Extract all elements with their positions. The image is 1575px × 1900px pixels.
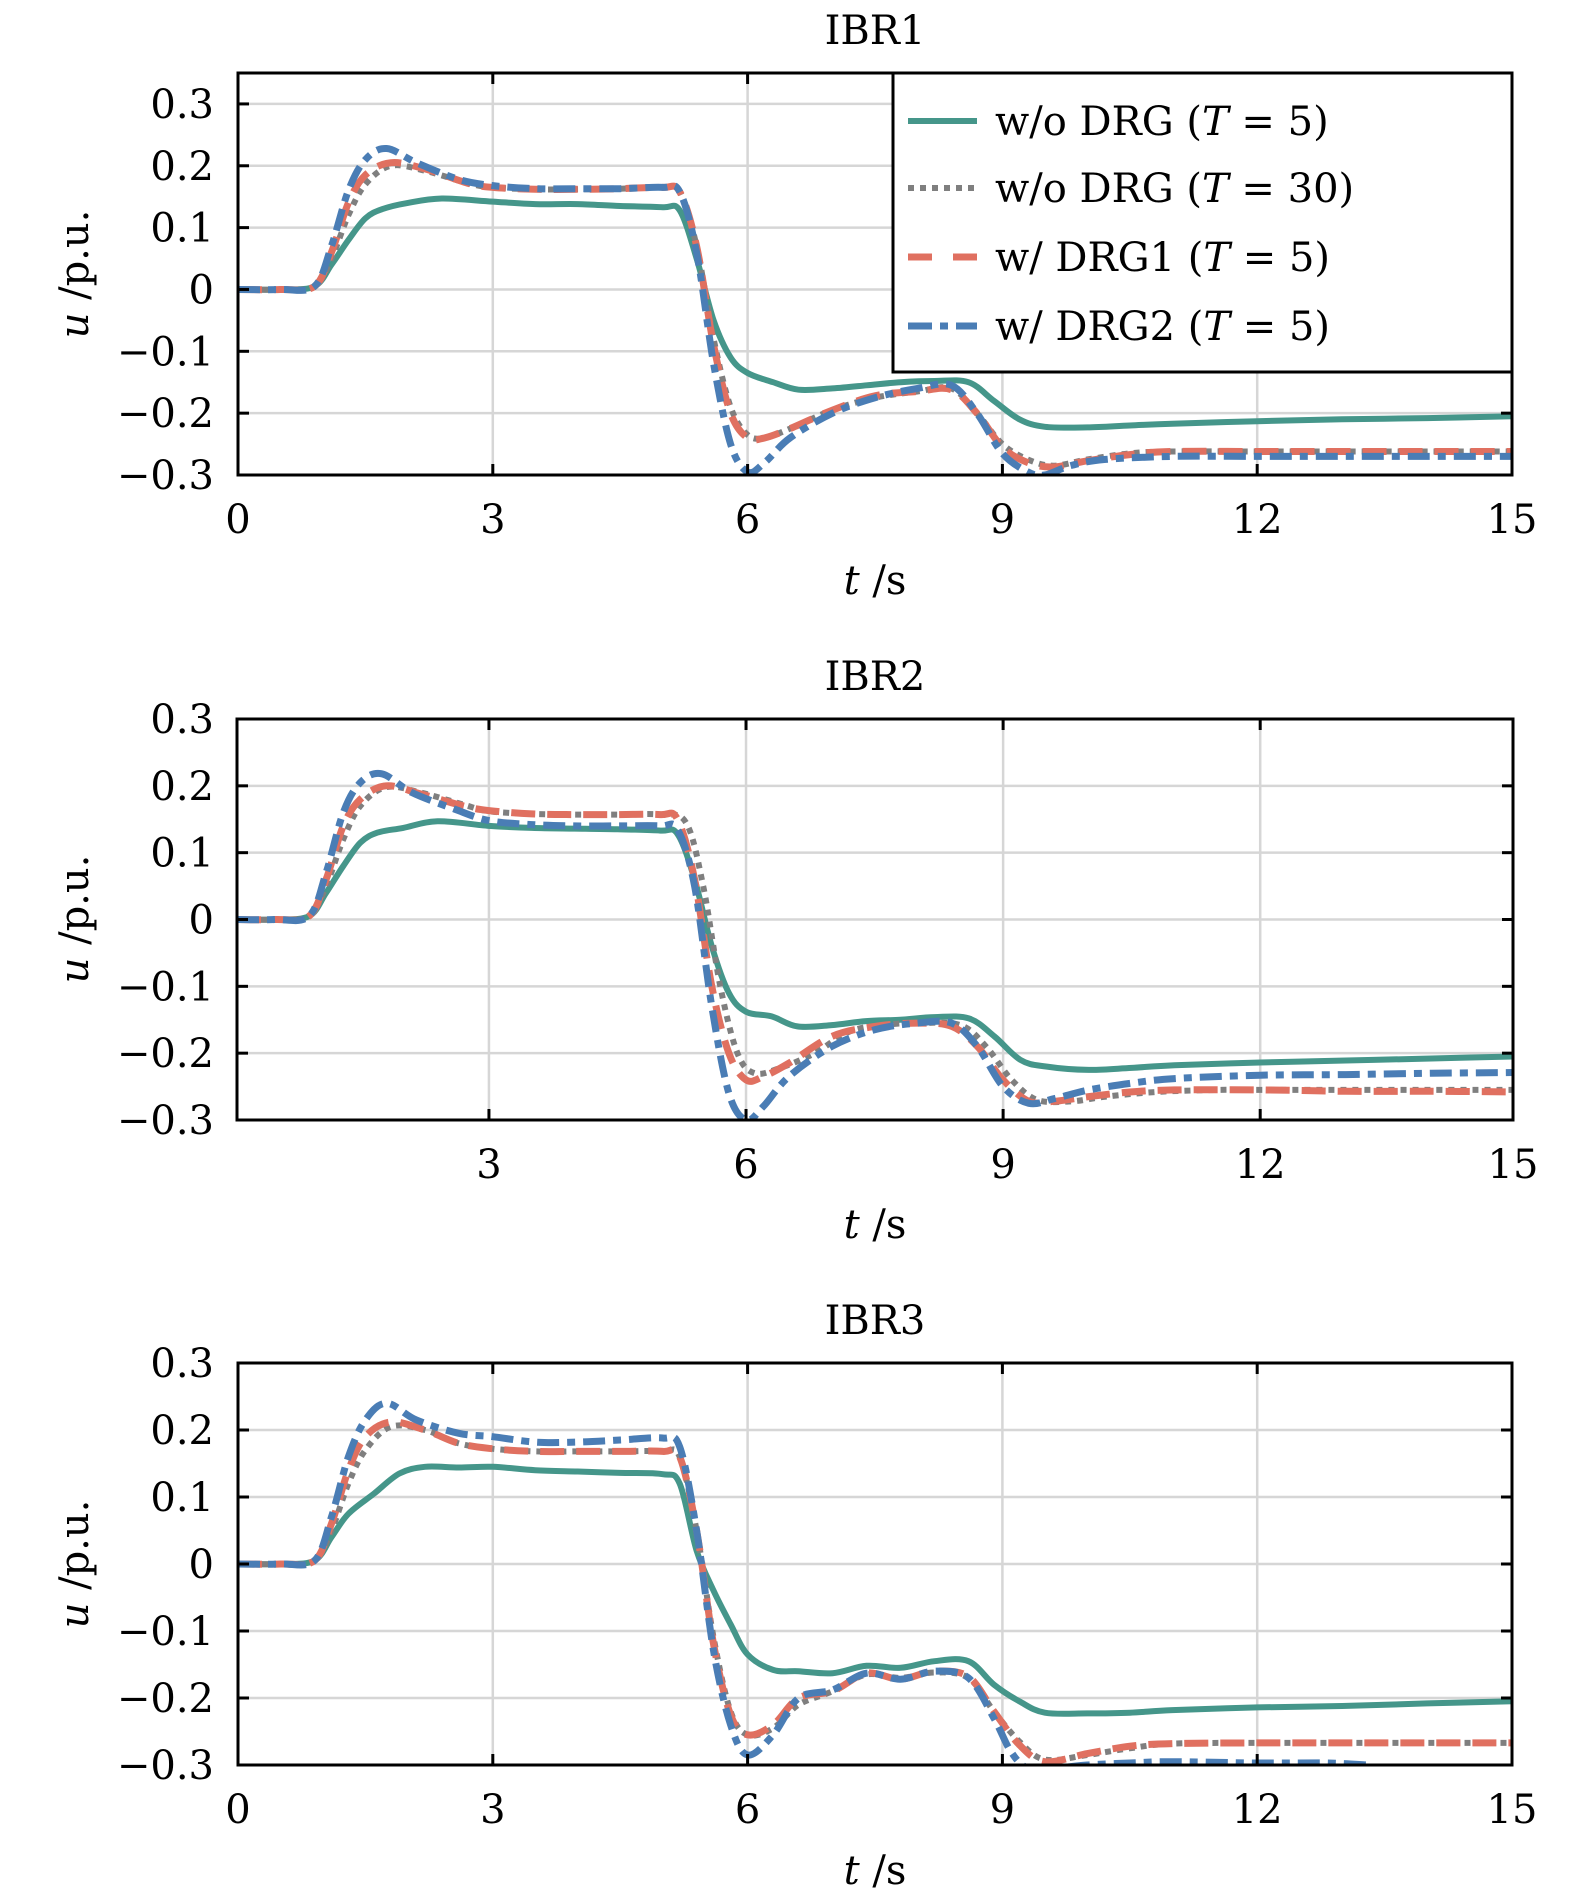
series-line-w-drg2-t5 [238,144,1512,475]
series-line-wo-drg-t30 [237,783,1513,1106]
ticks [237,717,1515,1122]
y-tick-labels: 0.3 0.2 0.1 0 −0.1 −0.2 −0.3 [117,1341,214,1789]
y-tick-label: −0.2 [117,1676,214,1722]
legend-entry-w-drg1-t5: w/ DRG1 (T = 5) [908,235,1330,281]
y-tick-label: 0.1 [150,1475,214,1521]
x-tick-label: 3 [480,1787,505,1833]
y-tick-label: 0 [189,1542,214,1588]
x-tick-label: 6 [733,1142,758,1188]
panel-ibr1: IBR1 0.3 0.2 0.1 0 −0.1 −0.2 −0.3 0 3 6 9 12 15 u /… [52,8,1537,604]
series-line-wo-drg-t30 [238,1422,1512,1764]
y-tick-label: −0.3 [117,1098,214,1144]
x-tick-label: 15 [1487,497,1538,543]
y-axis-label: u /p.u. [52,1500,98,1629]
series-line-w-drg1-t5 [238,1418,1512,1765]
y-tick-label: 0 [189,267,214,313]
x-tick-label: 9 [990,1142,1015,1188]
x-axis-unit: /s [860,558,907,604]
y-tick-label: −0.2 [117,391,214,437]
x-tick-label: 9 [990,1787,1015,1833]
x-tick-label: 0 [225,497,250,543]
grid [237,719,1513,1120]
legend-entry-wo-drg-t30: w/o DRG (T = 30) [908,166,1354,212]
x-axis-unit: /s [860,1848,907,1894]
y-axis-unit: /p.u. [52,855,98,958]
y-axis-var: u [52,1603,98,1629]
legend-box [891,71,1514,374]
y-tick-label: −0.2 [117,1031,214,1077]
legend-label: w/o DRG (T = 30) [995,166,1354,212]
y-tick-label: 0.3 [150,697,214,743]
y-tick-labels: 0.3 0.2 0.1 0 −0.1 −0.2 −0.3 [117,82,214,499]
x-tick-label: 15 [1487,1787,1538,1833]
x-tick-labels: 3 6 9 12 15 [476,1142,1538,1188]
x-axis-unit: /s [860,1202,907,1248]
y-tick-label: 0.1 [150,206,214,252]
y-tick-label: −0.3 [117,453,214,499]
series-lines [238,1399,1512,1765]
x-tick-labels: 0 3 6 9 12 15 [225,1787,1537,1833]
panel-title: IBR3 [825,1298,926,1344]
x-tick-label: 6 [735,497,760,543]
y-tick-label: −0.1 [117,964,214,1010]
legend-label: w/o DRG (T = 5) [995,99,1329,145]
series-line-wo-drg-t5 [238,195,1512,431]
y-tick-label: 0.2 [150,144,214,190]
x-axis-label: t /s [844,558,907,604]
y-tick-labels: 0.3 0.2 0.1 0 −0.1 −0.2 −0.3 [117,697,214,1144]
y-tick-label: 0 [189,898,214,944]
y-tick-label: −0.1 [117,1609,214,1655]
x-tick-label: 6 [735,1787,760,1833]
series-line-w-drg2-t5 [237,769,1513,1120]
y-tick-label: 0.3 [150,1341,214,1387]
series-line-wo-drg-t5 [238,1463,1512,1717]
x-tick-label: 9 [990,497,1015,543]
x-tick-label: 12 [1232,1787,1283,1833]
legend-label: w/ DRG2 (T = 5) [995,304,1330,350]
x-axis-var: t [844,1848,861,1894]
series-lines [237,769,1513,1120]
y-axis-label: u /p.u. [52,210,98,339]
series-line-w-drg2-t5 [238,1399,1368,1765]
x-axis-label: t /s [844,1202,907,1248]
series-lines [238,144,1512,475]
y-tick-label: 0.2 [150,764,214,810]
x-tick-labels: 0 3 6 9 12 15 [225,497,1537,543]
y-tick-label: 0.3 [150,82,214,128]
legend-entry-wo-drg-t5: w/o DRG (T = 5) [908,99,1329,145]
panel-ibr2: IBR2 0.3 0.2 0.1 0 −0.1 −0.2 −0.3 3 6 9 12 15 u /p… [52,654,1538,1248]
x-axis-label: t /s [844,1848,907,1894]
x-tick-label: 15 [1488,1142,1539,1188]
x-tick-label: 12 [1235,1142,1286,1188]
y-tick-label: −0.1 [117,329,214,375]
series-line-wo-drg-t5 [237,818,1513,1073]
x-tick-label: 3 [476,1142,501,1188]
y-tick-label: 0.2 [150,1408,214,1454]
panel-title: IBR2 [825,654,926,700]
ticks [236,1361,1514,1767]
x-tick-label: 0 [225,1787,250,1833]
x-tick-label: 12 [1232,497,1283,543]
x-axis-var: t [844,1202,861,1248]
y-axis-unit: /p.u. [52,210,98,313]
panel-ibr3: IBR3 0.3 0.2 0.1 0 −0.1 −0.2 −0.3 0 3 6 9 12 15 u /… [52,1298,1537,1894]
x-axis-var: t [844,558,861,604]
y-axis-unit: /p.u. [52,1500,98,1603]
series-line-w-drg1-t5 [237,782,1513,1107]
y-tick-label: −0.3 [117,1743,214,1789]
y-tick-label: 0.1 [150,831,214,877]
legend-label: w/ DRG1 (T = 5) [995,235,1330,281]
y-axis-var: u [52,958,98,984]
y-axis-label: u /p.u. [52,855,98,984]
x-tick-label: 3 [480,497,505,543]
legend: w/o DRG (T = 5) w/o DRG (T = 30) w/ DRG1… [891,71,1514,374]
legend-entry-w-drg2-t5: w/ DRG2 (T = 5) [908,304,1330,350]
panel-title: IBR1 [825,8,926,54]
y-axis-var: u [52,313,98,339]
